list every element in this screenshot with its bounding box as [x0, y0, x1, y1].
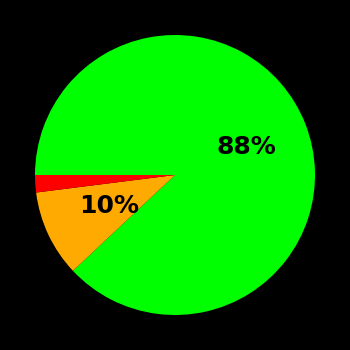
- Wedge shape: [35, 35, 315, 315]
- Text: 88%: 88%: [217, 135, 276, 159]
- Wedge shape: [35, 175, 175, 192]
- Text: 10%: 10%: [79, 194, 139, 218]
- Wedge shape: [36, 175, 175, 271]
